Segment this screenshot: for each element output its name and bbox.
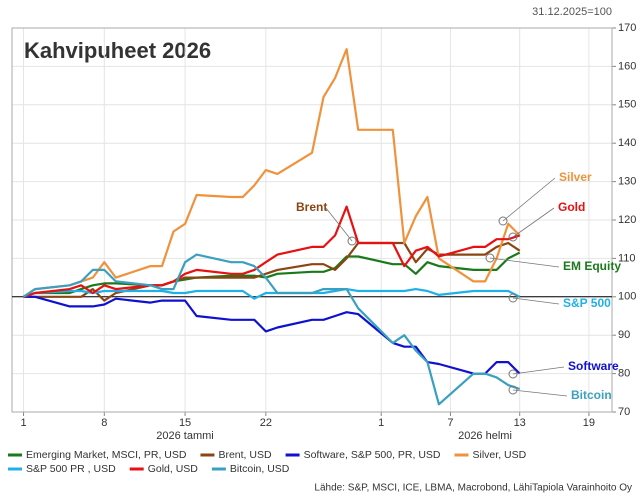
y-tick-label: 90 xyxy=(618,329,630,341)
legend-label: Silver, USD xyxy=(473,449,527,461)
y-tick-label: 70 xyxy=(618,406,630,418)
x-tick-label: 8 xyxy=(101,417,107,429)
annotation-marker xyxy=(508,232,518,242)
y-tick-label: 100 xyxy=(618,291,636,303)
chart-title: Kahvipuheet 2026 xyxy=(24,38,211,63)
leader-line xyxy=(512,389,568,397)
legend-label: Emerging Market, MSCI, PR, USD xyxy=(26,449,187,461)
x-tick-label: 7 xyxy=(447,417,453,429)
y-tick-label: 120 xyxy=(618,214,636,226)
legend-label: Bitcoin, USD xyxy=(230,463,290,475)
legend-label: Software, S&P 500, PR, USD xyxy=(304,449,441,461)
leader-line xyxy=(512,207,555,238)
series-line xyxy=(23,288,521,300)
x-tick-label: 13 xyxy=(514,417,526,429)
legend-label: Gold, USD xyxy=(148,463,199,475)
plot-frame xyxy=(11,27,613,413)
annotation-marker xyxy=(485,253,495,263)
annotation-marker xyxy=(347,236,357,246)
x-group-label: 2026 helmi xyxy=(458,430,512,442)
series-line xyxy=(23,295,521,375)
leader-line xyxy=(325,207,353,242)
y-tick-label: 150 xyxy=(618,99,636,111)
annotation: S&P 500 xyxy=(563,296,611,310)
annotation: Silver xyxy=(559,170,592,184)
legend-label: Brent, USD xyxy=(218,449,272,461)
x-tick-label: 15 xyxy=(179,417,191,429)
annotation: Software xyxy=(568,359,619,373)
y-tick-label: 110 xyxy=(618,252,636,264)
series-line xyxy=(22,253,521,406)
annotation: Bitcoin xyxy=(571,388,612,402)
leader-line xyxy=(489,257,560,268)
annotation: Gold xyxy=(558,200,585,214)
annotation: Brent xyxy=(296,200,327,214)
subtitle: 31.12.2025=100 xyxy=(532,6,612,18)
x-tick-label: 1 xyxy=(378,417,384,429)
annotation-marker xyxy=(508,369,518,379)
y-tick-label: 80 xyxy=(618,368,630,380)
y-tick-label: 130 xyxy=(618,176,636,188)
series-line xyxy=(22,48,521,298)
x-tick-label: 1 xyxy=(20,417,26,429)
source: Lähde: S&P, MSCI, ICE, LBMA, Macrobond, … xyxy=(314,483,632,494)
y-tick-label: 140 xyxy=(618,137,636,149)
annotation: EM Equity xyxy=(563,259,621,273)
y-tick-label: 170 xyxy=(618,22,636,34)
series-line xyxy=(23,251,521,298)
leader-line xyxy=(512,366,565,375)
x-tick-label: 19 xyxy=(583,417,595,429)
annotation-marker xyxy=(508,293,518,303)
legend-label: S&P 500 PR , USD xyxy=(26,463,116,475)
series-line xyxy=(23,205,521,298)
leader-line xyxy=(502,177,556,222)
leader-line xyxy=(512,297,560,305)
y-tick-label: 160 xyxy=(618,60,636,72)
annotation-marker xyxy=(508,385,518,395)
x-group-label: 2026 tammi xyxy=(156,430,213,442)
annotation-marker xyxy=(498,216,508,226)
x-tick-label: 22 xyxy=(260,417,272,429)
